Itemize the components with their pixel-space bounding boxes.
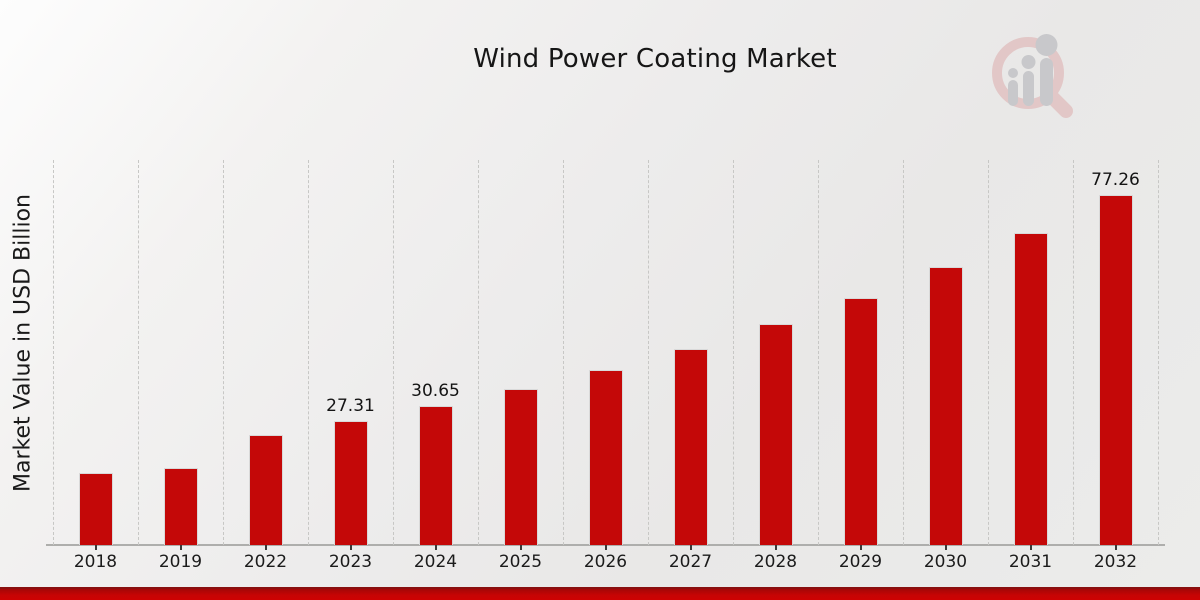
x-tick-label-2028: 2028 xyxy=(753,552,798,572)
gridline xyxy=(818,160,819,545)
x-tick-label-2022: 2022 xyxy=(243,552,288,572)
x-axis-tick xyxy=(774,545,777,550)
bar-2018 xyxy=(78,473,113,545)
x-axis-tick xyxy=(94,545,97,550)
x-tick-label-2027: 2027 xyxy=(668,552,713,572)
x-axis-tick xyxy=(434,545,437,550)
brand-watermark-logo xyxy=(992,34,1073,118)
gridline xyxy=(478,160,479,545)
x-tick-label-2019: 2019 xyxy=(158,552,203,572)
bar-2031 xyxy=(1013,233,1048,545)
gridline xyxy=(733,160,734,545)
x-tick-label-2025: 2025 xyxy=(498,552,543,572)
x-tick-label-2023: 2023 xyxy=(328,552,373,572)
gridline xyxy=(138,160,139,545)
x-tick-label-2032: 2032 xyxy=(1093,552,1138,572)
bar-2029 xyxy=(843,297,878,545)
bar-value-label-2032: 77.26 xyxy=(1091,170,1140,191)
y-axis-title: Market Value in USD Billion xyxy=(10,193,36,493)
x-axis-tick xyxy=(349,545,352,550)
bar-2026 xyxy=(588,370,623,545)
x-tick-label-2029: 2029 xyxy=(838,552,883,572)
x-axis-tick xyxy=(859,545,862,550)
x-axis-tick xyxy=(1029,545,1032,550)
chart-title: Wind Power Coating Market xyxy=(473,44,837,74)
gridline xyxy=(308,160,309,545)
bar-2022 xyxy=(248,434,283,545)
x-axis-tick xyxy=(604,545,607,550)
x-tick-label-2024: 2024 xyxy=(413,552,458,572)
gridline xyxy=(563,160,564,545)
bar-2028 xyxy=(758,324,793,545)
bar-2019 xyxy=(163,467,198,545)
x-axis-tick xyxy=(944,545,947,550)
gridline xyxy=(223,160,224,545)
gridline xyxy=(53,160,54,545)
x-axis-tick xyxy=(1114,545,1117,550)
bar-chart-icon xyxy=(1008,34,1058,106)
bar-value-label-2023: 27.31 xyxy=(326,396,375,417)
x-axis-tick xyxy=(519,545,522,550)
gridline xyxy=(393,160,394,545)
gridline xyxy=(648,160,649,545)
x-axis-tick xyxy=(689,545,692,550)
bar-2024 xyxy=(418,406,453,545)
x-tick-label-2018: 2018 xyxy=(73,552,118,572)
bar-value-label-2024: 30.65 xyxy=(411,381,460,402)
gridline xyxy=(1158,160,1159,545)
gridline xyxy=(1073,160,1074,545)
bar-2032 xyxy=(1098,195,1133,545)
x-tick-label-2031: 2031 xyxy=(1008,552,1053,572)
gridline xyxy=(988,160,989,545)
x-axis-tick xyxy=(264,545,267,550)
plot-area: 2018 2019 2022 2023 27.31 2024 30.65 2025 2026 20… xyxy=(46,160,1165,572)
bar-2030 xyxy=(928,267,963,545)
footer-accent-bar xyxy=(0,587,1200,600)
gridline xyxy=(903,160,904,545)
bar-2027 xyxy=(673,348,708,545)
x-axis-tick xyxy=(179,545,182,550)
x-tick-label-2026: 2026 xyxy=(583,552,628,572)
x-tick-label-2030: 2030 xyxy=(923,552,968,572)
bar-2023 xyxy=(333,421,368,545)
bar-2025 xyxy=(503,389,538,545)
